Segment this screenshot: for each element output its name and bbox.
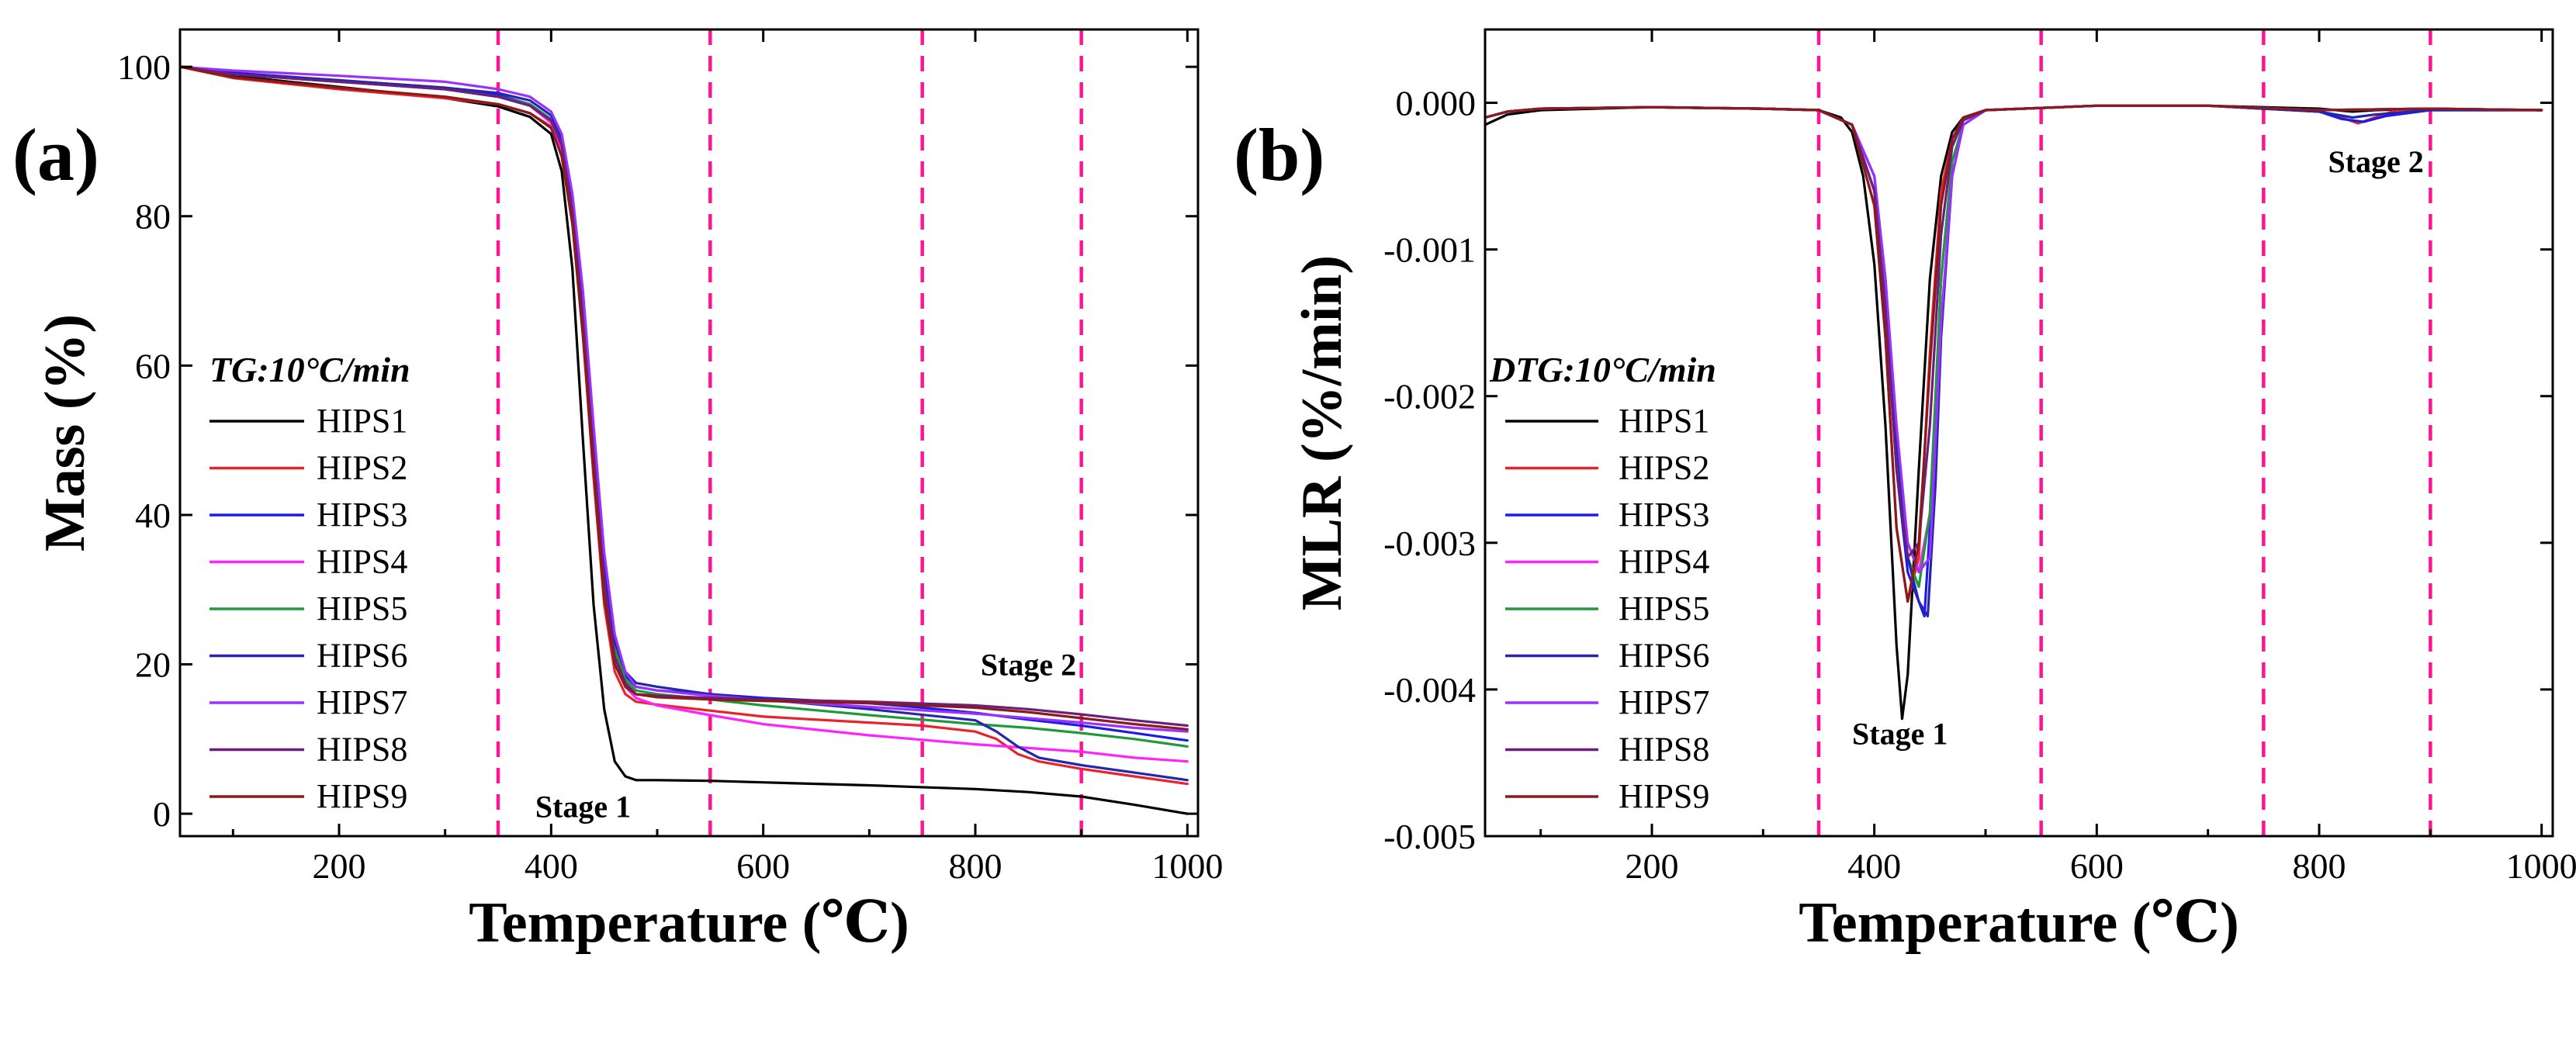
plot-frame [1484,28,2554,838]
y-tick-label: 60 [135,346,171,385]
y-tick-label: 40 [135,496,171,535]
panel-b: 200 400 600 800 1000 0.000 -0.001 -0.002 -0.003 -… [1234,28,2576,955]
x-tick-label: 800 [2293,846,2346,886]
y-tick-label: -0.005 [1383,817,1476,856]
y-tick-label: -0.004 [1383,670,1476,710]
y-tick-label: 20 [135,645,171,685]
panel-label: (b) [1234,113,1324,196]
legend-label-hips7: HIPS7 [317,683,407,721]
series-group [1485,104,2543,721]
legend-label-hips4: HIPS4 [1619,543,1709,581]
stage-annotation: Stage 2 [2328,144,2423,179]
legend-label-hips1: HIPS1 [1619,402,1709,440]
legend-title: TG:10°C/min [209,350,410,389]
y-tick-label: 100 [117,47,171,87]
legend-label-hips6: HIPS6 [1619,637,1709,675]
y-tick-label: 80 [135,197,171,237]
x-tick-label: 800 [949,846,1002,886]
legend-title: DTG:10°C/min [1489,350,1716,389]
series-line-hips9 [180,65,1189,731]
y-tick-label: 0.000 [1396,84,1477,123]
y-axis-title: Mass (%) [33,314,97,551]
legend-label-hips2: HIPS2 [1619,449,1709,487]
plot-frame [178,28,1200,838]
x-tick-label: 1000 [2506,846,2576,886]
y-tick-label: -0.002 [1383,377,1476,417]
legend-label-hips8: HIPS8 [1619,731,1709,769]
legend-label-hips9: HIPS9 [1619,777,1709,815]
legend-label-hips5: HIPS5 [1619,589,1709,627]
x-tick-label: 600 [2070,846,2124,886]
legend-label-hips5: HIPS5 [317,589,407,627]
series-line-hips1 [180,65,1189,815]
legend-label-hips2: HIPS2 [317,449,407,487]
x-tick-label: 200 [313,846,366,886]
y-axis-title: MLR (%/min) [1290,255,1354,610]
x-tick-label: 1000 [1151,846,1223,886]
y-tick-label: -0.001 [1383,230,1476,270]
legend-label-hips1: HIPS1 [317,402,407,440]
y-tick-label: 0 [153,794,171,834]
stage-annotation: Stage 1 [535,789,631,824]
legend-label-hips4: HIPS4 [317,543,407,581]
x-tick-label: 600 [736,846,790,886]
x-tick-label: 200 [1626,846,1679,886]
stage-annotation: Stage 1 [1852,717,1948,752]
y-tick-label: -0.003 [1383,524,1476,563]
panel-a: 200 400 600 800 1000 0 20 40 60 80 100 Temperature … [12,28,1223,955]
x-tick-label: 400 [525,846,578,886]
legend-label-hips7: HIPS7 [1619,683,1709,721]
legend-label-hips3: HIPS3 [317,496,407,534]
x-axis-title: Temperature (℃) [469,891,909,955]
series-line-hips7 [180,65,1189,733]
stage-annotation: Stage 2 [981,648,1076,683]
x-tick-label: 400 [1847,846,1901,886]
series-line-hips9 [1485,104,2543,603]
legend-label-hips9: HIPS9 [317,777,407,815]
legend-label-hips6: HIPS6 [317,637,407,675]
legend-label-hips3: HIPS3 [1619,496,1709,534]
x-axis-title: Temperature (℃) [1799,891,2239,955]
series-group [180,65,1189,815]
panel-label: (a) [12,113,99,196]
legend-label-hips8: HIPS8 [317,731,407,769]
series-line-hips8 [180,65,1189,728]
